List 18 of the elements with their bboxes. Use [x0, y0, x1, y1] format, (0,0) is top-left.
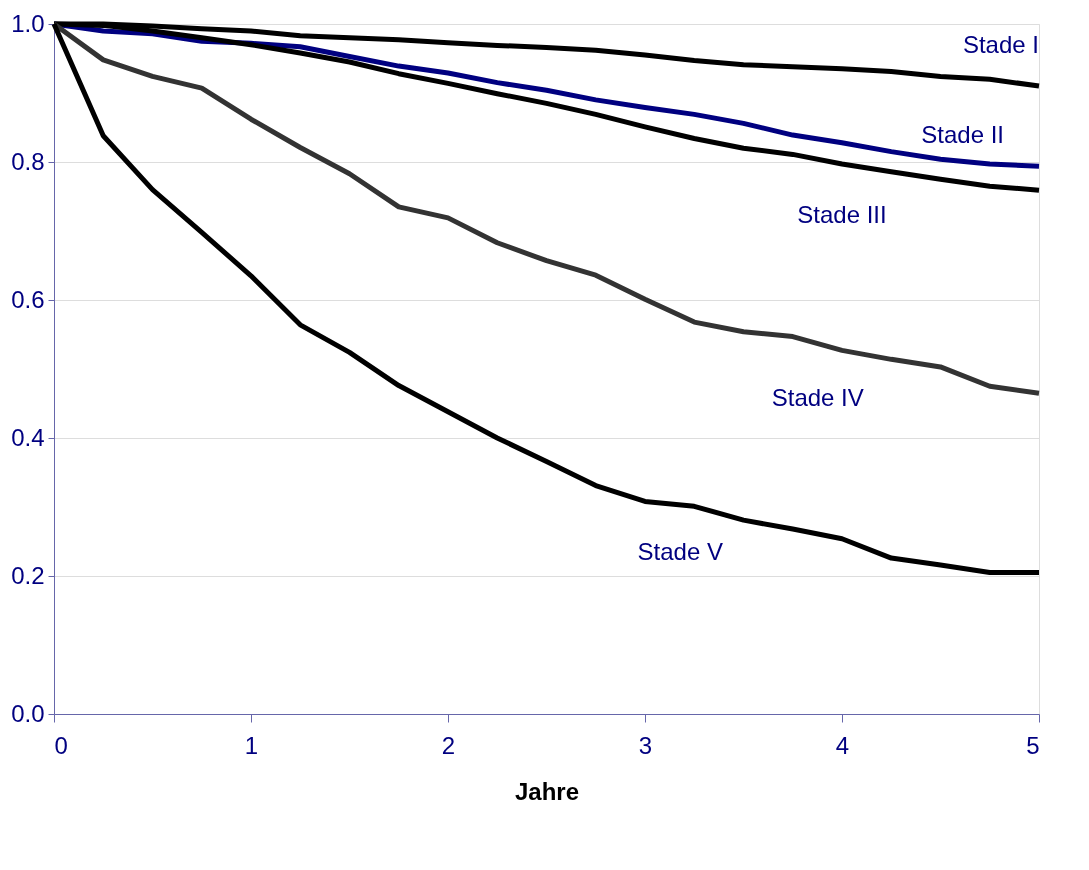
y-tick-label: 0.8	[11, 147, 45, 175]
y-tick-label: 0.0	[11, 699, 45, 727]
x-tick-label: 1	[244, 731, 259, 759]
series-label: Stade I	[962, 31, 1039, 59]
series-label: Stade IV	[771, 383, 864, 411]
x-tick-label: 3	[638, 731, 653, 759]
y-tick-label: 0.6	[11, 285, 45, 313]
y-tick-label: 0.2	[11, 561, 45, 589]
x-axis-title: Jahre	[514, 777, 580, 805]
series-label: Stade II	[921, 121, 1004, 149]
series-label: Stade III	[797, 201, 887, 229]
x-tick-label: 4	[835, 731, 850, 759]
y-tick-label: 0.4	[11, 423, 45, 451]
y-tick-label: 1.0	[11, 9, 45, 37]
x-tick-label: 0	[54, 731, 68, 759]
series-label: Stade V	[637, 538, 723, 566]
x-tick-label: 2	[441, 731, 456, 759]
x-tick-label: 5	[1026, 731, 1040, 759]
